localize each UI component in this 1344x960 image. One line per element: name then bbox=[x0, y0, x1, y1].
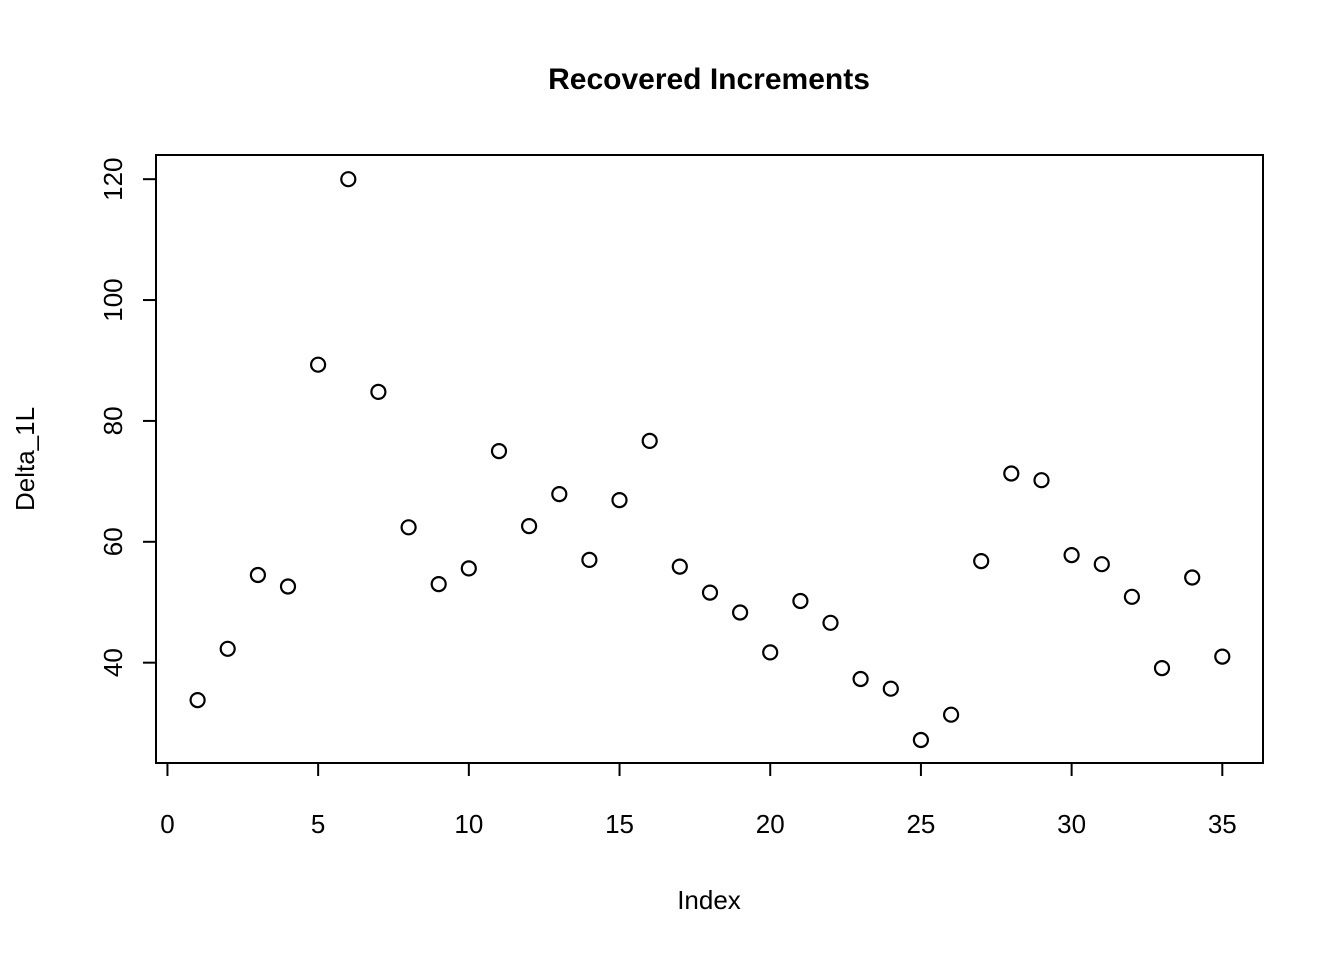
data-point bbox=[1153, 659, 1171, 677]
data-point bbox=[1093, 556, 1110, 573]
data-point bbox=[430, 575, 447, 593]
x-tick-label: 5 bbox=[311, 809, 325, 839]
data-point bbox=[490, 443, 508, 460]
data-point bbox=[1214, 648, 1231, 665]
x-tick-label: 20 bbox=[756, 809, 785, 839]
data-point bbox=[1184, 569, 1201, 586]
data-point bbox=[882, 680, 899, 697]
data-point bbox=[973, 552, 990, 570]
data-point bbox=[822, 614, 839, 631]
data-points bbox=[189, 171, 1231, 749]
data-point bbox=[701, 584, 719, 601]
data-point bbox=[520, 517, 538, 535]
data-point bbox=[581, 551, 598, 569]
y-tick-label: 120 bbox=[98, 157, 128, 200]
data-point bbox=[762, 644, 779, 661]
data-point bbox=[1003, 465, 1020, 482]
data-point bbox=[852, 670, 869, 688]
data-point bbox=[279, 578, 297, 595]
y-tick-label: 40 bbox=[98, 648, 128, 677]
data-point bbox=[1123, 588, 1141, 605]
data-point bbox=[641, 432, 658, 449]
data-point bbox=[460, 560, 477, 577]
data-point bbox=[219, 640, 236, 657]
data-point bbox=[942, 706, 960, 723]
data-point bbox=[400, 519, 417, 536]
data-point bbox=[249, 566, 266, 584]
data-point bbox=[340, 171, 357, 188]
data-point bbox=[1033, 472, 1050, 489]
data-point bbox=[370, 383, 387, 400]
data-point bbox=[731, 604, 749, 621]
data-point bbox=[310, 356, 327, 373]
x-tick-label: 10 bbox=[454, 809, 483, 839]
data-point bbox=[611, 492, 628, 509]
y-axis-label: Delta_1L bbox=[10, 407, 40, 511]
y-tick-label: 60 bbox=[98, 527, 128, 556]
x-tick-label: 0 bbox=[160, 809, 174, 839]
y-tick-label: 80 bbox=[98, 406, 128, 435]
x-tick-label: 15 bbox=[605, 809, 634, 839]
y-tick-label: 100 bbox=[98, 278, 128, 321]
x-axis-label: Index bbox=[677, 885, 741, 915]
data-point bbox=[792, 592, 809, 610]
x-tick-label: 35 bbox=[1208, 809, 1237, 839]
plot-box bbox=[155, 154, 1264, 764]
data-point bbox=[912, 731, 930, 749]
chart-title: Recovered Increments bbox=[548, 63, 870, 96]
data-point bbox=[671, 558, 688, 575]
data-point bbox=[551, 486, 568, 503]
data-point bbox=[189, 691, 206, 709]
data-point bbox=[1063, 546, 1080, 564]
x-tick-label: 25 bbox=[906, 809, 935, 839]
x-tick-label: 30 bbox=[1057, 809, 1086, 839]
axis-ticks: 0 5 10 15 20 25 30 35 40 60 80 100 120 bbox=[98, 157, 1237, 839]
